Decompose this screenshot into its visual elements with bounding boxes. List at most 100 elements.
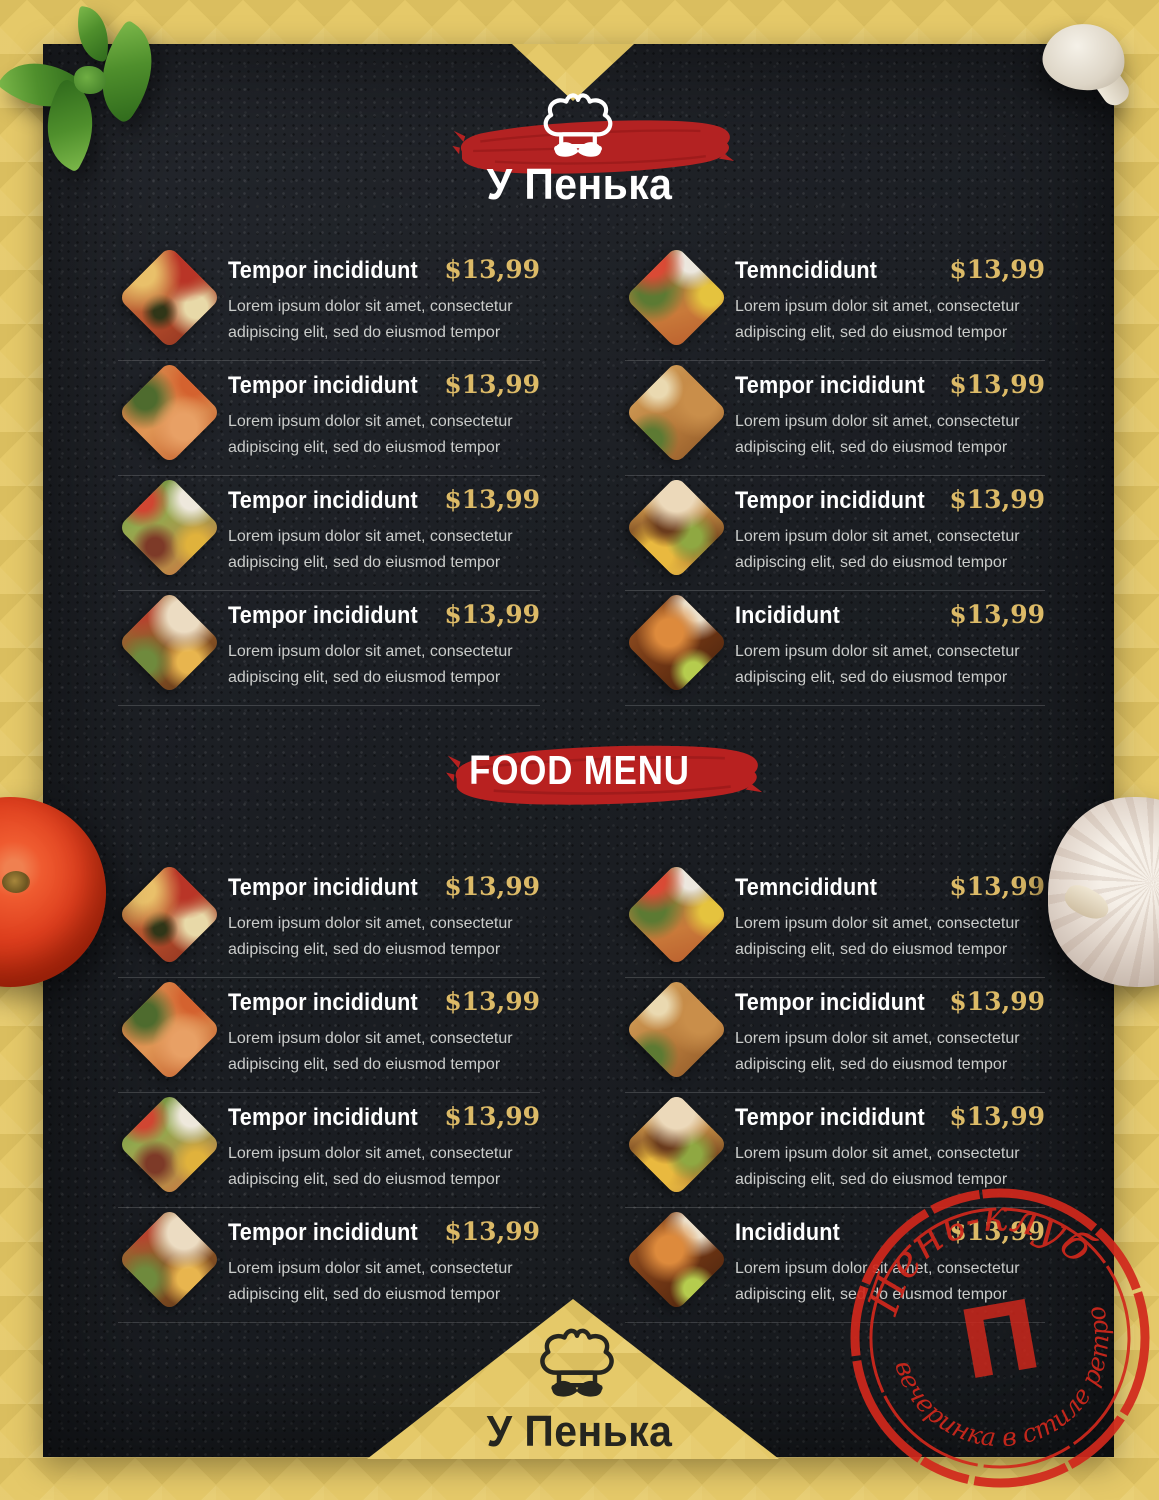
dish-title: Temncididunt xyxy=(735,257,878,284)
dish-photo-grilled-salmon-salad xyxy=(624,245,729,350)
dish-photo-pizza xyxy=(117,862,222,967)
dish-description: Lorem ipsum dolor sit amet, consectetur … xyxy=(228,528,513,571)
dish-photo-burger xyxy=(624,1092,729,1197)
dish-photo-salad-plate xyxy=(117,1092,222,1197)
diamond-frame xyxy=(624,1092,729,1197)
diamond-frame xyxy=(624,245,729,350)
diamond-frame xyxy=(117,360,222,465)
dish-info: Tempor incididunt $13,99 Lorem ipsum dolor… xyxy=(228,978,540,1092)
dish-info: Temncididunt $13,99 Lorem ipsum dolor sit … xyxy=(735,863,1045,977)
dish-title: Tempor incididunt xyxy=(228,487,418,514)
dish-photo-grilled-salmon-salad xyxy=(624,862,729,967)
dish-title-row: Tempor incididunt $13,99 xyxy=(228,1102,540,1132)
diamond-frame xyxy=(624,862,729,967)
dish-description: Lorem ipsum dolor sit amet, consectetur … xyxy=(735,643,1020,686)
dish-price: $13,99 xyxy=(949,255,1045,284)
dish-photo-spring-rolls xyxy=(624,977,729,1082)
dish-title-row: Incididunt $13,99 xyxy=(735,600,1045,630)
dish-info: Tempor incididunt $13,99 Lorem ipsum dolor… xyxy=(735,1093,1045,1207)
dish-title-row: Temncididunt $13,99 xyxy=(735,255,1045,285)
menu-item: Tempor incididunt $13,99 Lorem ipsum dolor… xyxy=(624,977,1045,1093)
dish-info: Tempor incididunt $13,99 Lorem ipsum dolor… xyxy=(735,978,1045,1092)
dish-price: $13,99 xyxy=(444,1102,540,1131)
spring-rolls-image xyxy=(624,977,729,1082)
dish-photo-shrimp-stirfry xyxy=(117,977,222,1082)
dish-description: Lorem ipsum dolor sit amet, consectetur … xyxy=(735,528,1020,571)
dish-price: $13,99 xyxy=(949,872,1045,901)
tomato-navel xyxy=(2,871,30,893)
dish-price: $13,99 xyxy=(444,872,540,901)
diamond-frame xyxy=(624,475,729,580)
dish-title: Tempor incididunt xyxy=(228,257,418,284)
salad-plate-image xyxy=(117,1092,222,1197)
dish-photo-shawarma-wrap xyxy=(117,590,222,695)
dish-photo-burger xyxy=(624,475,729,580)
menu-item: Temncididunt $13,99 Lorem ipsum dolor sit … xyxy=(624,245,1045,361)
grilled-salmon-salad-image xyxy=(624,862,729,967)
dish-price: $13,99 xyxy=(949,987,1045,1016)
burger-image xyxy=(624,1092,729,1197)
diamond-frame xyxy=(117,590,222,695)
dish-photo-salad-plate xyxy=(117,475,222,580)
shawarma-wrap-image xyxy=(117,590,222,695)
dish-price: $13,99 xyxy=(444,255,540,284)
menu-item: Incididunt $13,99 Lorem ipsum dolor sit am… xyxy=(624,590,1045,706)
dish-title-row: Temncididunt $13,99 xyxy=(735,872,1045,902)
dish-title: Tempor incididunt xyxy=(735,372,925,399)
dish-price: $13,99 xyxy=(444,1217,540,1246)
dish-info: Tempor incididunt $13,99 Lorem ipsum dolor… xyxy=(228,591,540,705)
dish-description: Lorem ipsum dolor sit amet, consectetur … xyxy=(228,413,513,456)
basil-leaves xyxy=(0,2,176,173)
salad-plate-image xyxy=(117,475,222,580)
chef-hat-mustache-icon-footer xyxy=(540,1328,614,1397)
dish-info: Temncididunt $13,99 Lorem ipsum dolor sit … xyxy=(735,246,1045,360)
shrimp-stirfry-image xyxy=(117,360,222,465)
dish-title-row: Tempor incididunt $13,99 xyxy=(735,1102,1045,1132)
dish-price: $13,99 xyxy=(949,1217,1045,1246)
dish-photo-shawarma-wrap xyxy=(117,1207,222,1312)
stamp-center-letter: П xyxy=(952,1280,1049,1402)
dish-photo-spring-rolls xyxy=(624,360,729,465)
dish-title-row: Tempor incididunt $13,99 xyxy=(735,485,1045,515)
dish-title-row: Tempor incididunt $13,99 xyxy=(228,485,540,515)
menu-section-top: Tempor incididunt $13,99 Lorem ipsum dolor… xyxy=(117,245,1045,706)
garlic-stem xyxy=(1060,879,1114,926)
dish-description: Lorem ipsum dolor sit amet, consectetur … xyxy=(735,298,1020,341)
dish-title: Tempor incididunt xyxy=(228,874,418,901)
food-menu-title: FOOD MENU xyxy=(469,747,690,793)
dish-title: Tempor incididunt xyxy=(228,602,418,629)
menu-item: Tempor incididunt $13,99 Lorem ipsum dolor… xyxy=(624,1092,1045,1208)
shrimp-stirfry-image xyxy=(117,977,222,1082)
dish-title: Tempor incididunt xyxy=(735,487,925,514)
menu-item: Tempor incididunt $13,99 Lorem ipsum dolor… xyxy=(624,360,1045,476)
dish-photo-shrimp-stirfry xyxy=(117,360,222,465)
menu-item: Tempor incididunt $13,99 Lorem ipsum dolor… xyxy=(624,475,1045,591)
dish-description: Lorem ipsum dolor sit amet, consectetur … xyxy=(228,298,513,341)
dish-description: Lorem ipsum dolor sit amet, consectetur … xyxy=(735,1145,1020,1188)
dish-title-row: Tempor incididunt $13,99 xyxy=(228,987,540,1017)
dish-title-row: Tempor incididunt $13,99 xyxy=(228,600,540,630)
basil-leaf xyxy=(72,5,114,63)
mushroom xyxy=(1038,16,1143,116)
chef-hat-mustache-icon xyxy=(543,93,613,157)
menu-item: Tempor incididunt $13,99 Lorem ipsum dolor… xyxy=(117,245,540,361)
dish-info: Tempor incididunt $13,99 Lorem ipsum dolor… xyxy=(228,863,540,977)
spring-rolls-image xyxy=(624,360,729,465)
dish-info: Tempor incididunt $13,99 Lorem ipsum dolor… xyxy=(735,476,1045,590)
dish-description: Lorem ipsum dolor sit amet, consectetur … xyxy=(228,643,513,686)
dish-photo-pizza xyxy=(117,245,222,350)
dish-title-row: Tempor incididunt $13,99 xyxy=(735,370,1045,400)
dish-price: $13,99 xyxy=(949,600,1045,629)
dish-description: Lorem ipsum dolor sit amet, consectetur … xyxy=(735,413,1020,456)
diamond-frame xyxy=(624,1207,729,1312)
dish-price: $13,99 xyxy=(444,370,540,399)
dish-title: Temncididunt xyxy=(735,874,878,901)
menu-item: Tempor incididunt $13,99 Lorem ipsum dolor… xyxy=(117,977,540,1093)
diamond-frame xyxy=(117,977,222,1082)
dish-description: Lorem ipsum dolor sit amet, consectetur … xyxy=(228,1145,513,1188)
dish-description: Lorem ipsum dolor sit amet, consectetur … xyxy=(228,915,513,958)
menu-item: Temncididunt $13,99 Lorem ipsum dolor sit … xyxy=(624,862,1045,978)
menu-item: Tempor incididunt $13,99 Lorem ipsum dolor… xyxy=(117,475,540,591)
dish-info: Incididunt $13,99 Lorem ipsum dolor sit am… xyxy=(735,591,1045,705)
